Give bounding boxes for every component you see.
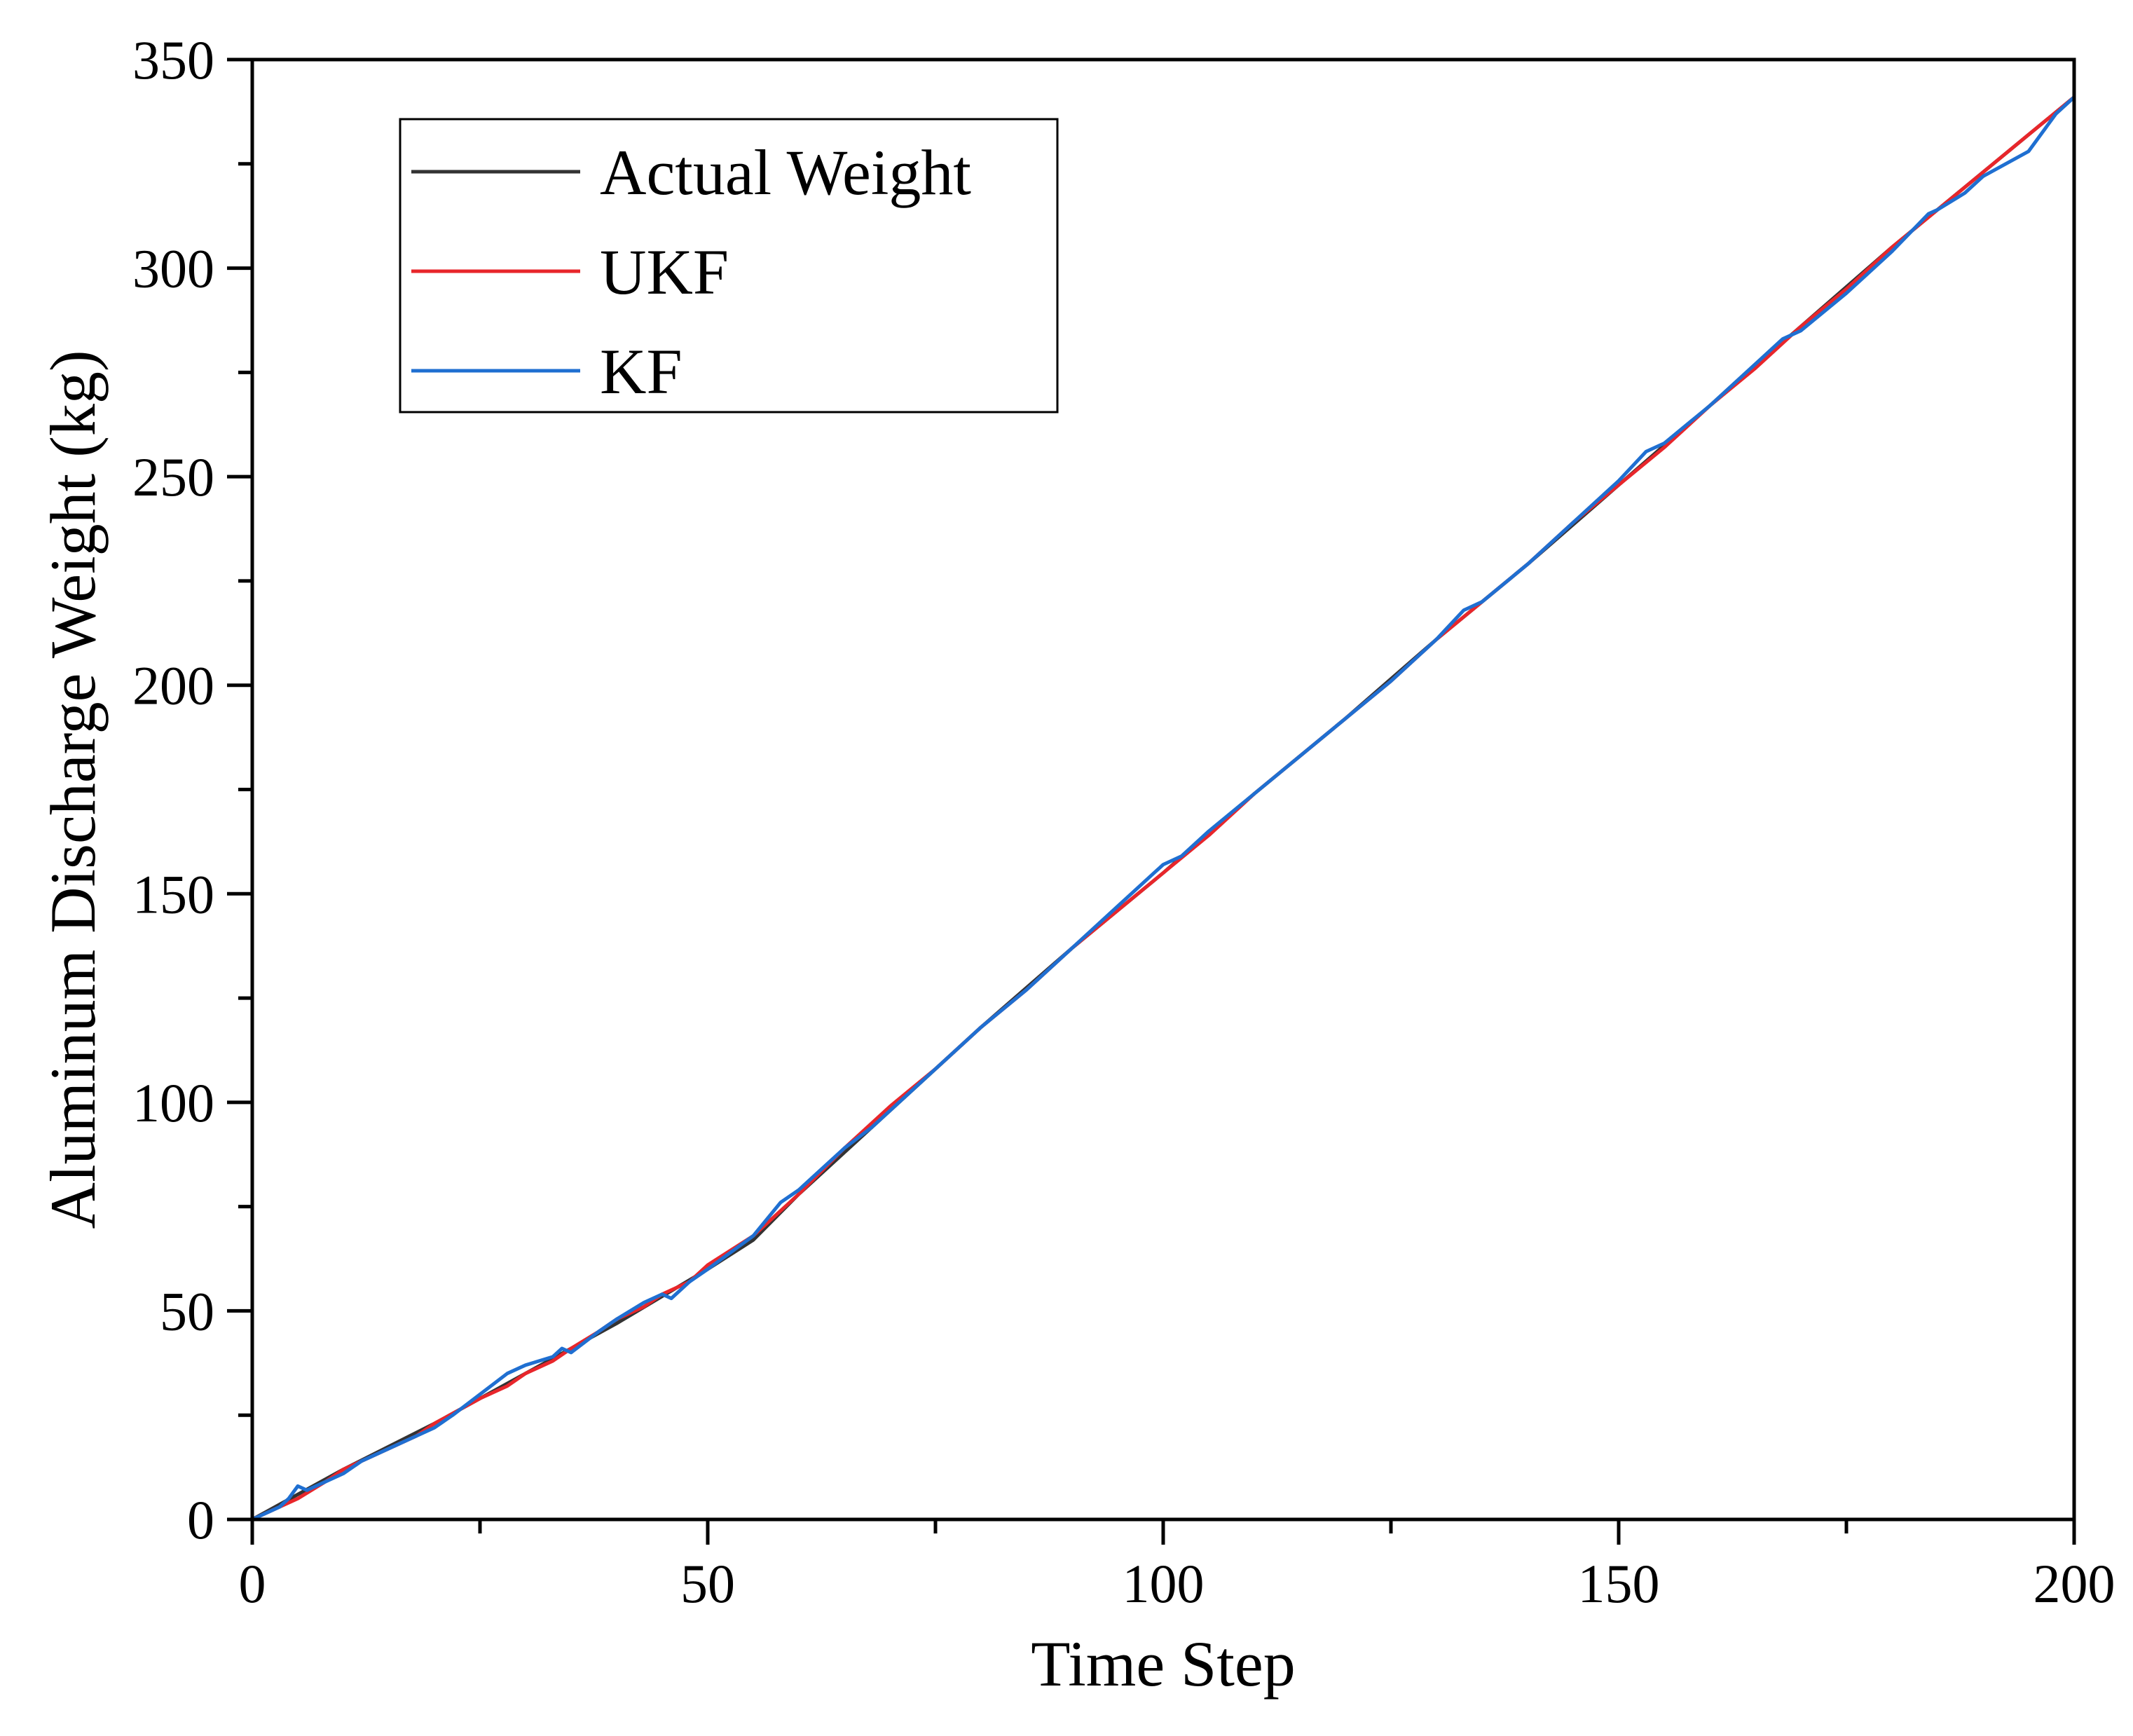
legend: Actual Weight UKF KF bbox=[399, 118, 1059, 414]
y-tick-label: 200 bbox=[132, 655, 214, 716]
y-tick-label: 300 bbox=[132, 238, 214, 299]
y-tick-label: 350 bbox=[132, 29, 214, 90]
series-line-kf bbox=[250, 95, 2076, 1522]
y-tick-label: 100 bbox=[132, 1072, 214, 1133]
series-layer bbox=[250, 95, 2076, 1522]
y-tick-label: 250 bbox=[132, 446, 214, 507]
x-tick-label: 0 bbox=[239, 1553, 266, 1614]
legend-box bbox=[399, 118, 1059, 414]
x-tick-label: 150 bbox=[1578, 1553, 1660, 1614]
y-tick-label: 50 bbox=[160, 1280, 214, 1341]
x-tick-label: 50 bbox=[680, 1553, 735, 1614]
y-axis-title: Aluminum Discharge Weight (kg) bbox=[37, 350, 109, 1229]
x-axis-title: Time Step bbox=[1031, 1628, 1295, 1700]
ticks-layer: 0 50 100 150 200 0 50 100 150 200 250 300 350 bbox=[132, 29, 2115, 1614]
legend-label-actual-weight: Actual Weight bbox=[600, 137, 971, 208]
legend-label-ukf: UKF bbox=[600, 236, 729, 308]
y-tick-label: 0 bbox=[187, 1489, 214, 1550]
x-tick-label: 200 bbox=[2033, 1553, 2115, 1614]
legend-label-kf: KF bbox=[600, 336, 683, 407]
x-tick-label: 100 bbox=[1123, 1553, 1205, 1614]
y-tick-label: 150 bbox=[132, 863, 214, 924]
